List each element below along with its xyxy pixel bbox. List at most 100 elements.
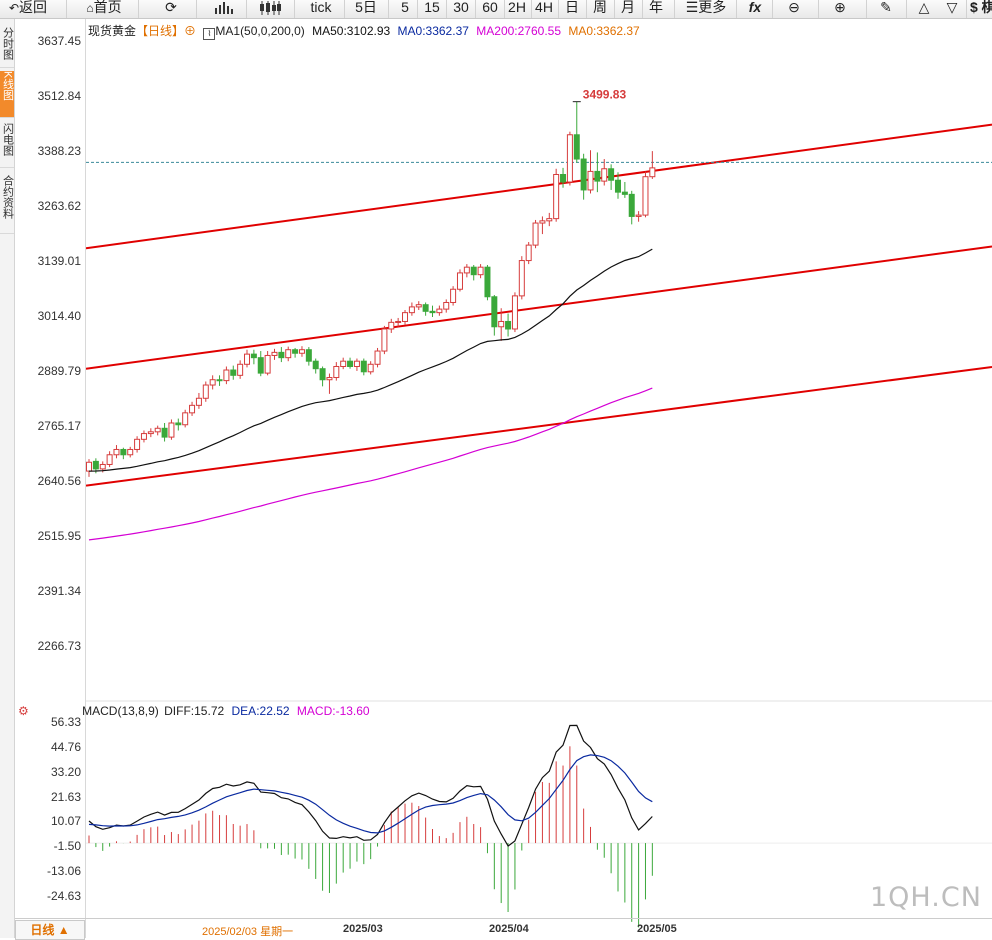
period-15min[interactable]: 15: [424, 0, 440, 15]
back-arrow-icon: ↶: [8, 1, 20, 15]
candle-body: [127, 448, 134, 456]
formula-icon[interactable]: fx: [748, 0, 762, 15]
x-label-2025-04: 2025/04: [489, 923, 529, 935]
candle-body: [120, 448, 127, 456]
candle-body: [560, 173, 567, 183]
x-label-2025-05: 2025/05: [637, 923, 677, 935]
candle-body: [450, 288, 457, 303]
more-button[interactable]: ☰更多: [685, 0, 727, 15]
x-label-2025-03: 2025/03: [343, 923, 383, 935]
candle-body: [230, 369, 237, 376]
indicator-icon[interactable]: ⌇: [203, 28, 216, 40]
candle: [237, 360, 244, 379]
period-month[interactable]: 月: [621, 0, 635, 15]
candle: [319, 366, 326, 387]
candle-body: [518, 260, 525, 297]
candle-body: [257, 357, 264, 374]
candle-body: [333, 365, 340, 379]
candle: [134, 436, 141, 453]
candle: [415, 301, 422, 310]
macd-settings-icon[interactable]: ⚙: [18, 704, 29, 718]
candle-body: [353, 360, 360, 367]
candle: [223, 366, 230, 385]
macd-value: MACD:-13.60: [296, 704, 370, 718]
draw-pen-icon[interactable]: ✎: [880, 0, 892, 15]
ma50-line: [88, 248, 653, 472]
candle: [532, 219, 539, 249]
candle-body: [285, 349, 292, 359]
candle-body: [264, 354, 271, 374]
candle: [436, 305, 443, 316]
candle-body: [360, 360, 367, 373]
period-60min[interactable]: 60: [482, 0, 498, 15]
macd-tick-label: -1.50: [53, 839, 81, 854]
period-2h[interactable]: 2H: [508, 0, 526, 15]
period-week[interactable]: 周: [593, 0, 607, 15]
period-select-button[interactable]: 日线 ▲: [15, 920, 85, 940]
bar-chart-icon[interactable]: [212, 0, 236, 18]
period-30min[interactable]: 30: [453, 0, 469, 15]
candle-body: [511, 295, 518, 330]
candle-body: [388, 321, 395, 330]
candle-body: [175, 422, 182, 426]
candle-body: [347, 360, 354, 367]
price-tick-label: 2266.73: [37, 639, 81, 653]
trend-line: [86, 365, 992, 487]
candle-body: [395, 320, 402, 323]
candle-body: [134, 438, 141, 450]
candle: [525, 242, 532, 265]
candle: [298, 346, 305, 357]
candle-body: [147, 431, 154, 435]
kline-chart[interactable]: 3499.83: [86, 19, 992, 938]
candle: [244, 349, 251, 368]
candle-body: [491, 296, 498, 328]
candle: [498, 308, 505, 341]
menu-icon: ☰: [685, 0, 699, 15]
high-price-label: 3499.83: [583, 88, 627, 102]
back-button[interactable]: ↶返回: [8, 0, 48, 15]
tab-kline[interactable]: K线图: [0, 71, 14, 118]
candle-body: [113, 448, 120, 456]
candle: [518, 256, 525, 300]
candle-body: [140, 433, 147, 440]
period-year[interactable]: 年: [649, 0, 663, 15]
candle-body: [223, 369, 230, 382]
tick-button[interactable]: tick: [310, 0, 332, 15]
triangle-up-icon[interactable]: △: [918, 0, 930, 15]
zoom-out-icon[interactable]: ⊖: [788, 0, 800, 15]
candle: [292, 347, 299, 358]
period-day[interactable]: 日: [565, 0, 579, 15]
candle-body: [587, 170, 594, 191]
period-5min[interactable]: 5: [401, 0, 409, 15]
tab-timeshare[interactable]: 分时图: [0, 27, 14, 68]
quote-button[interactable]: $ 棋: [970, 0, 992, 15]
candle: [140, 430, 147, 443]
candle: [195, 392, 202, 409]
candle-body: [168, 422, 175, 438]
home-button[interactable]: ⌂首页: [86, 0, 122, 15]
candle: [257, 351, 264, 377]
toolbar: ↶返回 ⌂首页 ⟳ tick 5日 5 15 30 60 2H 4H 日 周 月…: [0, 0, 992, 19]
instrument-name: 现货黄金: [88, 24, 137, 38]
candle: [285, 346, 292, 362]
tab-flash[interactable]: 闪电图: [0, 123, 14, 168]
triangle-down-icon[interactable]: ▽: [946, 0, 958, 15]
candle-body: [250, 353, 257, 359]
period-4h[interactable]: 4H: [535, 0, 553, 15]
candlestick-icon[interactable]: [258, 0, 282, 18]
candle: [264, 351, 271, 376]
candle: [347, 357, 354, 369]
settings-icon[interactable]: ⊕: [184, 24, 197, 38]
candle: [120, 447, 127, 460]
tab-contract-info[interactable]: 合约资料: [0, 175, 14, 234]
candle-body: [628, 193, 635, 217]
candle: [86, 459, 92, 477]
candle-body: [498, 320, 505, 328]
candle: [381, 325, 388, 355]
zoom-in-icon[interactable]: ⊕: [834, 0, 846, 15]
candle-body: [340, 360, 347, 367]
period-5day[interactable]: 5日: [355, 0, 377, 15]
refresh-icon[interactable]: ⟳: [165, 0, 177, 15]
candle: [511, 292, 518, 333]
candle: [388, 318, 395, 333]
